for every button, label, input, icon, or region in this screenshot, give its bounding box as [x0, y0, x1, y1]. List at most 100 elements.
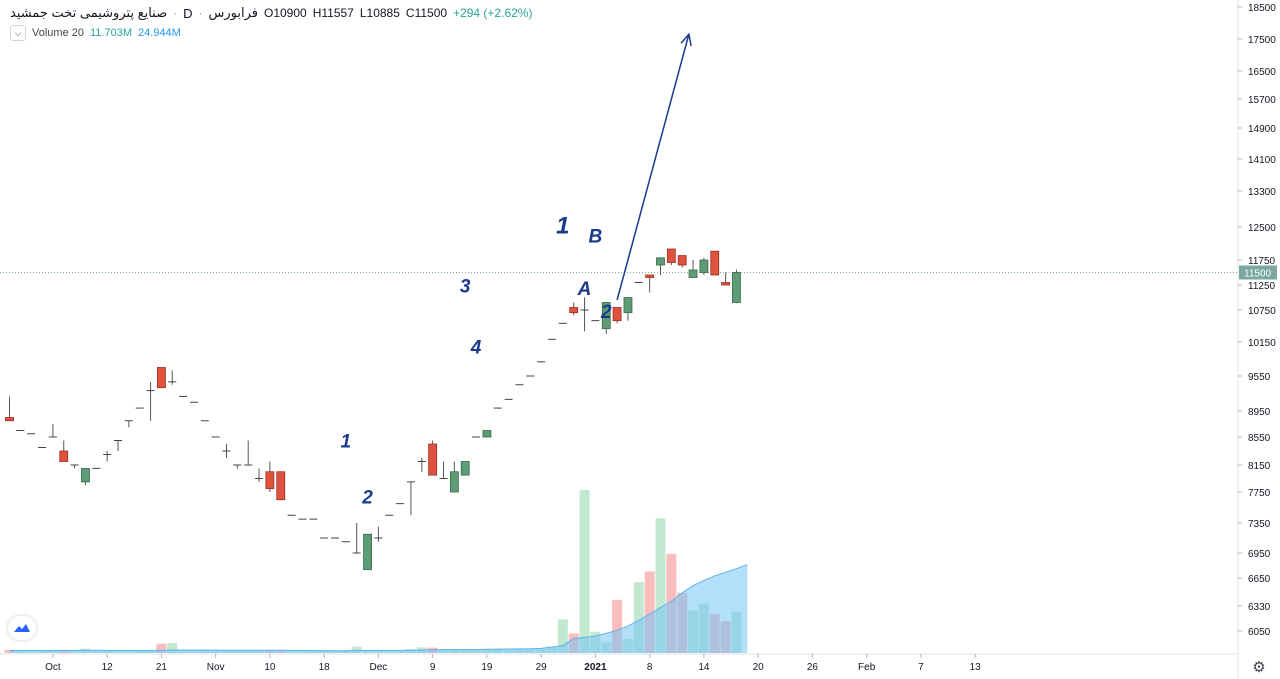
- x-tick-label: 29: [536, 662, 548, 673]
- wave-label[interactable]: A: [577, 279, 592, 300]
- last-price-badge: [1239, 265, 1277, 280]
- candle-body[interactable]: [59, 450, 69, 462]
- candle-body[interactable]: [460, 461, 470, 476]
- x-tick-label: 14: [698, 662, 710, 673]
- candle-body[interactable]: [449, 471, 459, 493]
- wave-label[interactable]: 2: [600, 302, 612, 323]
- volume-bar: [351, 646, 362, 653]
- wave-label[interactable]: 1: [556, 213, 569, 240]
- wave-label[interactable]: 1: [341, 432, 352, 453]
- x-tick-label: Nov: [207, 662, 225, 673]
- candle-body[interactable]: [666, 248, 676, 263]
- y-tick-label: 9550: [1248, 372, 1271, 383]
- candle-body[interactable]: [699, 259, 709, 273]
- y-tick-label: 6650: [1248, 574, 1271, 585]
- y-tick-label: 14100: [1248, 155, 1276, 166]
- candle-body[interactable]: [569, 307, 579, 314]
- y-tick-label: 12500: [1248, 223, 1276, 234]
- volume-bar: [612, 599, 623, 653]
- x-tick-label: 7: [918, 662, 924, 673]
- symbol-name[interactable]: صنایع پتروشیمی تخت جمشید: [10, 5, 168, 20]
- volume-bar: [557, 619, 568, 653]
- x-tick-label: 26: [807, 662, 819, 673]
- candle-body[interactable]: [623, 297, 633, 314]
- candle-body[interactable]: [656, 257, 665, 266]
- chevron-down-icon[interactable]: ⌵: [10, 25, 26, 41]
- legend-separator: ·: [198, 6, 203, 20]
- candle-body[interactable]: [363, 533, 372, 571]
- y-tick-label: 16500: [1248, 67, 1276, 78]
- x-tick-label: Dec: [370, 662, 388, 673]
- exchange-label: فرابورس: [208, 5, 258, 20]
- change-value: +294 (+2.62%): [453, 6, 533, 20]
- y-tick-label: 15700: [1248, 95, 1276, 106]
- y-tick-label: 13300: [1248, 187, 1276, 198]
- candle-body[interactable]: [601, 302, 611, 330]
- logo-shape: [14, 624, 30, 632]
- candle-body[interactable]: [81, 467, 90, 483]
- wave-label[interactable]: 4: [470, 337, 482, 358]
- y-tick-label: 10750: [1248, 306, 1276, 317]
- candle-body[interactable]: [645, 274, 655, 278]
- candle-body[interactable]: [710, 250, 720, 276]
- candle-body[interactable]: [732, 272, 741, 303]
- x-tick-label: Feb: [858, 662, 876, 673]
- y-tick-label: 7350: [1248, 519, 1271, 530]
- y-tick-label: 7750: [1248, 488, 1271, 499]
- y-tick-label: 14900: [1248, 124, 1276, 135]
- y-tick-label: 6050: [1248, 627, 1271, 638]
- candle-body[interactable]: [612, 307, 622, 322]
- projection-arrow-line[interactable]: [616, 34, 690, 301]
- x-tick-label: 10: [264, 662, 276, 673]
- y-tick-label: 11250: [1248, 281, 1276, 292]
- volume-bar: [579, 490, 590, 653]
- symbol-legend: صنایع پتروشیمی تخت جمشید · D · فرابورس O…: [10, 4, 532, 22]
- volume-legend: ⌵ Volume 20 11.703M 24.944M: [10, 24, 181, 42]
- interval-label[interactable]: D: [183, 5, 193, 21]
- x-tick-label: 20: [753, 662, 765, 673]
- volume-bar: [655, 518, 666, 653]
- volume-ma-line: [9, 564, 748, 652]
- y-tick-label: 8150: [1248, 461, 1271, 472]
- x-tick-label: 18: [319, 662, 331, 673]
- candle-body[interactable]: [156, 367, 166, 389]
- x-tick-label: 9: [430, 662, 436, 673]
- high-value: H11557: [312, 6, 354, 20]
- volume-bar: [633, 582, 644, 653]
- wave-label[interactable]: B: [589, 226, 603, 247]
- candle-body[interactable]: [677, 255, 687, 266]
- y-tick-label: 8950: [1248, 407, 1271, 418]
- candle-body[interactable]: [265, 471, 275, 490]
- y-tick-label: 8550: [1248, 433, 1271, 444]
- x-tick-label: 2021: [584, 662, 607, 673]
- volume-bar: [644, 571, 655, 653]
- volume-bar: [156, 643, 167, 653]
- low-value: L10885: [359, 6, 400, 20]
- gear-icon[interactable]: ⚙: [1252, 659, 1266, 676]
- candle-body[interactable]: [482, 430, 492, 438]
- y-tick-label: 6330: [1248, 602, 1271, 613]
- x-tick-label: 8: [647, 662, 653, 673]
- volume-ma-area: [9, 564, 748, 653]
- candle-body[interactable]: [721, 282, 730, 286]
- x-tick-label: Oct: [45, 662, 61, 673]
- tradingview-logo-icon[interactable]: [8, 616, 36, 640]
- y-tick-label: 17500: [1248, 35, 1276, 46]
- projection-arrow-head[interactable]: [680, 32, 692, 47]
- wave-label[interactable]: 2: [361, 488, 373, 509]
- volume-bar: [167, 643, 178, 653]
- volume-value: 11.703M: [89, 27, 132, 39]
- x-tick-label: 19: [481, 662, 493, 673]
- wave-label[interactable]: 3: [460, 277, 471, 298]
- candle-body[interactable]: [428, 443, 438, 476]
- volume-indicator-name[interactable]: Volume 20: [32, 27, 84, 39]
- x-tick-label: 12: [102, 662, 114, 673]
- x-tick-label: 21: [156, 662, 168, 673]
- candle-body[interactable]: [276, 471, 286, 501]
- y-tick-label: 6950: [1248, 549, 1271, 560]
- candle-body[interactable]: [688, 269, 698, 278]
- x-tick-label: 13: [970, 662, 982, 673]
- close-value: C11500: [405, 6, 448, 20]
- candle-body[interactable]: [5, 417, 14, 422]
